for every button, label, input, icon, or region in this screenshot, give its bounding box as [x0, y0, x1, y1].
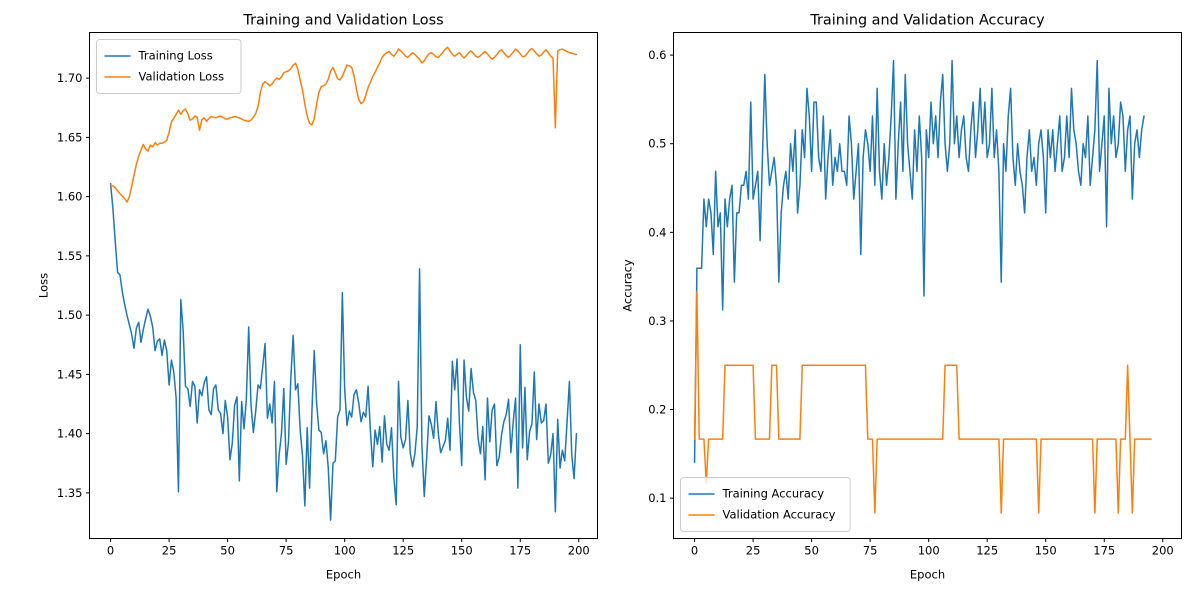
- y-tick-label: 1.65: [57, 130, 83, 144]
- plot-background: [89, 32, 598, 539]
- x-tick-label: 175: [1093, 544, 1115, 558]
- y-tick-label: 0.5: [648, 137, 666, 151]
- y-tick-label: 1.45: [57, 367, 83, 381]
- y-tick-label: 0.2: [648, 403, 666, 417]
- x-tick-label: 150: [451, 544, 473, 558]
- series-line-training-accuracy: [693, 59, 1145, 463]
- y-tick-label: 0.3: [648, 314, 666, 328]
- x-axis-label: Epoch: [910, 568, 945, 582]
- y-axis-label: Accuracy: [621, 259, 635, 312]
- y-tick-label: 0.6: [648, 48, 666, 62]
- x-tick-label: 175: [509, 544, 531, 558]
- y-axis-label: Loss: [37, 273, 51, 298]
- x-axis-label: Epoch: [326, 568, 361, 582]
- x-tick-label: 200: [1152, 544, 1174, 558]
- series-line-validation-accuracy: [693, 290, 1152, 514]
- axes-title: Training and Validation Accuracy: [809, 13, 1045, 29]
- legend[interactable]: Training Accuracy Validation Accuracy: [680, 477, 851, 532]
- x-tick-label: 150: [1035, 544, 1057, 558]
- y-tick-label: 0.1: [648, 491, 666, 505]
- y-tick-label: 1.40: [57, 427, 83, 441]
- legend-label: Training Accuracy: [722, 487, 825, 501]
- x-tick-label: 100: [918, 544, 940, 558]
- y-tick-label: 1.55: [57, 249, 83, 263]
- x-tick-label: 0: [107, 544, 114, 558]
- axes-loss: Training and Validation Loss 0 25 50 75 100 12…: [37, 13, 598, 582]
- x-tick-label: 25: [746, 544, 761, 558]
- y-tick-label: 1.35: [57, 486, 83, 500]
- y-tick-label: 0.4: [648, 225, 666, 239]
- x-tick-label: 25: [162, 544, 177, 558]
- x-tick-label: 0: [691, 544, 698, 558]
- axes-spines: [89, 32, 598, 539]
- x-tick-label: 50: [220, 544, 235, 558]
- legend-label: Training Loss: [138, 49, 213, 63]
- legend-label: Validation Accuracy: [723, 508, 836, 522]
- y-tick-label: 1.50: [57, 308, 83, 322]
- axes-accuracy: Training and Validation Accuracy 0 25 50 75 1…: [621, 13, 1182, 582]
- x-tick-label: 75: [863, 544, 878, 558]
- x-tick-label: 125: [976, 544, 998, 558]
- legend-background: [96, 39, 242, 94]
- x-tick-label: 50: [804, 544, 819, 558]
- legend-label: Validation Loss: [139, 70, 225, 84]
- x-tick-label: 100: [334, 544, 356, 558]
- series-line-training-loss: [109, 182, 578, 521]
- series-line-validation-loss: [109, 46, 578, 203]
- x-tick-label: 75: [279, 544, 294, 558]
- x-tick-label: 200: [568, 544, 590, 558]
- legend[interactable]: Training Loss Validation Loss: [96, 39, 242, 94]
- x-tick-label: 125: [392, 544, 414, 558]
- y-tick-label: 1.70: [57, 71, 83, 85]
- axes-spines: [673, 32, 1182, 539]
- y-tick-label: 1.60: [57, 190, 83, 204]
- plot-background: [673, 32, 1182, 539]
- axes-title: Training and Validation Loss: [242, 13, 443, 29]
- legend-background: [680, 477, 851, 532]
